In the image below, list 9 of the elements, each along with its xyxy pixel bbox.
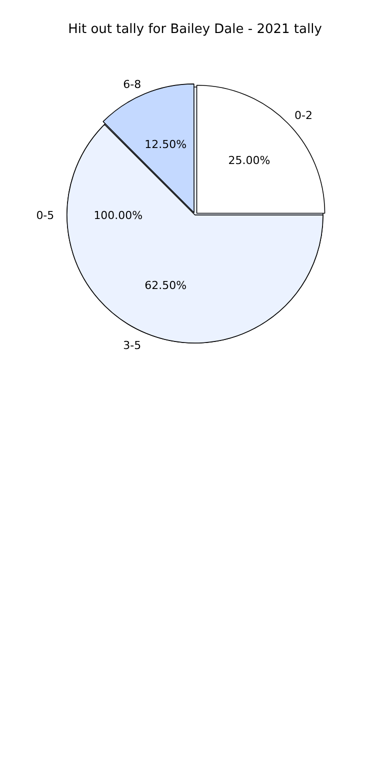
data-label: 62.50% bbox=[144, 279, 187, 292]
data-label: 12.50% bbox=[144, 138, 187, 151]
data-label: 25.00% bbox=[228, 154, 270, 168]
slice-label: 3-5 bbox=[123, 338, 142, 352]
slice-label: 6-8 bbox=[123, 78, 142, 92]
chart-title: Hit out tally for Bailey Dale - 2021 tally bbox=[67, 22, 323, 37]
slice-label: 0-5 bbox=[36, 208, 54, 222]
slice-label: 0-2 bbox=[294, 108, 313, 122]
data-label: 100.00% bbox=[94, 208, 143, 222]
